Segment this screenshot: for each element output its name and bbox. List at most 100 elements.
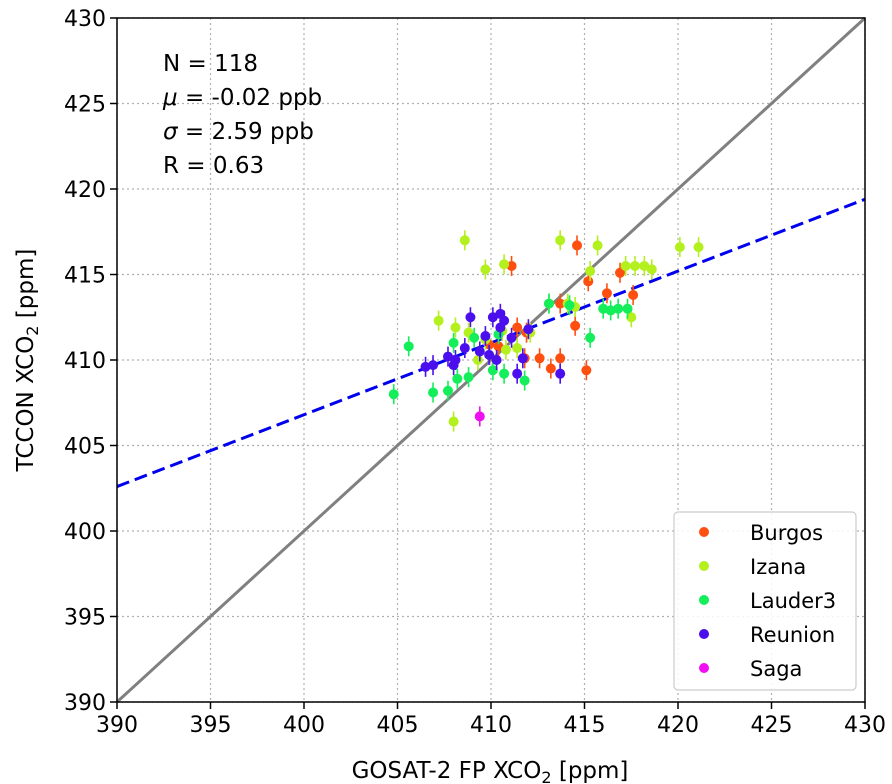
x-axis-label: GOSAT-2 FP XCO2 [ppm] <box>352 758 629 784</box>
data-point <box>499 368 510 379</box>
data-point <box>506 260 517 271</box>
data-point <box>493 341 504 352</box>
data-point <box>499 259 510 270</box>
y-tick-label: 400 <box>64 520 106 545</box>
data-point <box>534 353 545 364</box>
data-point <box>500 344 511 355</box>
one-to-one-line <box>115 16 867 704</box>
data-point <box>480 331 491 342</box>
legend-marker <box>699 629 709 639</box>
data-point <box>442 351 453 362</box>
data-point <box>545 363 556 374</box>
data-point <box>629 260 640 271</box>
data-point <box>469 332 480 343</box>
data-point <box>484 349 495 360</box>
legend-label: Izana <box>750 555 806 579</box>
axis-ticks: 390 395 400 405 410 415 420 425 430 390 395 400 405 4… <box>64 7 886 738</box>
data-point <box>474 346 485 357</box>
data-point <box>626 312 637 323</box>
data-point <box>420 361 431 372</box>
y-axis-label-unit: [ppm] <box>13 249 39 326</box>
data-point <box>403 341 414 352</box>
data-point <box>585 266 596 277</box>
data-point <box>433 315 444 326</box>
x-tick-label: 405 <box>377 713 419 738</box>
data-point <box>555 235 566 246</box>
stats-stddev: σ = 2.59 ppb <box>163 119 314 145</box>
data-point <box>620 260 631 271</box>
stddev-text: = 2.59 ppb <box>178 119 314 145</box>
data-point <box>428 360 439 371</box>
data-point <box>646 264 657 275</box>
data-point <box>572 240 583 251</box>
legend-label: Saga <box>750 657 802 681</box>
data-point <box>463 372 474 383</box>
x-tick-label: 390 <box>96 713 138 738</box>
data-point <box>517 353 528 364</box>
data-point <box>543 298 554 309</box>
x-axis-label-sub: 2 <box>541 768 551 784</box>
x-tick-label: 400 <box>283 713 325 738</box>
legend-marker <box>699 527 709 537</box>
x-tick-label: 410 <box>470 713 512 738</box>
sigma-symbol: σ <box>163 119 179 145</box>
y-tick-label: 395 <box>64 606 106 631</box>
data-point <box>506 332 517 343</box>
data-point <box>448 337 459 348</box>
data-point <box>452 373 463 384</box>
data-point <box>583 276 594 287</box>
data-point <box>555 298 566 309</box>
data-point <box>512 368 523 379</box>
y-tick-label: 420 <box>64 178 106 203</box>
y-tick-label: 415 <box>64 264 106 289</box>
x-tick-label: 395 <box>190 713 232 738</box>
data-point <box>585 332 596 343</box>
data-point <box>581 365 592 376</box>
data-point <box>450 322 461 333</box>
legend: Burgos Izana Lauder3 Reunion Saga <box>673 511 857 691</box>
stats-r: R = 0.63 <box>163 153 264 179</box>
data-point <box>615 267 626 278</box>
data-point <box>555 353 566 364</box>
data-point <box>601 288 612 299</box>
data-point <box>442 385 453 396</box>
data-point <box>592 240 603 251</box>
data-point <box>472 355 483 365</box>
legend-marker <box>699 595 709 605</box>
data-point <box>605 305 616 316</box>
data-point <box>474 411 485 422</box>
y-tick-label: 430 <box>64 7 106 32</box>
data-point <box>519 375 530 386</box>
data-point <box>448 416 459 427</box>
y-tick-label: 410 <box>64 349 106 374</box>
data-point <box>388 389 399 400</box>
x-tick-label: 420 <box>657 713 699 738</box>
legend-label: Reunion <box>750 623 835 647</box>
stats-mean: μ = -0.02 ppb <box>162 85 322 111</box>
data-point <box>428 387 439 398</box>
legend-marker <box>699 561 709 571</box>
x-tick-label: 425 <box>751 713 793 738</box>
y-tick-label: 390 <box>64 691 106 716</box>
data-point <box>523 324 534 335</box>
data-point <box>465 312 476 323</box>
data-point <box>487 312 498 323</box>
data-points <box>388 230 704 432</box>
x-axis-label-main: GOSAT-2 FP XCO <box>352 758 542 784</box>
x-tick-label: 430 <box>844 713 886 738</box>
legend-marker <box>699 663 709 673</box>
data-point <box>459 343 470 354</box>
x-axis-label-unit: [ppm] <box>552 758 629 784</box>
data-point <box>512 322 523 333</box>
data-point <box>693 242 704 253</box>
data-point <box>448 360 459 371</box>
data-point <box>613 303 624 314</box>
y-tick-label: 425 <box>64 93 106 118</box>
data-point <box>628 290 639 301</box>
data-point <box>491 355 502 365</box>
x-tick-label: 415 <box>564 713 606 738</box>
y-axis-label-sub: 2 <box>23 326 42 336</box>
legend-label: Burgos <box>750 521 823 545</box>
data-point <box>512 343 523 354</box>
